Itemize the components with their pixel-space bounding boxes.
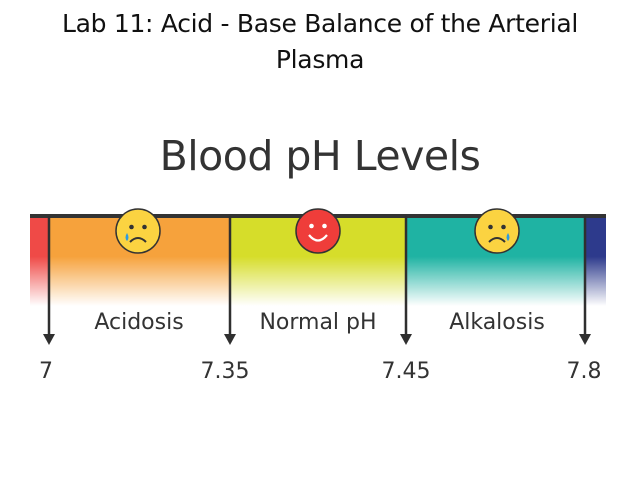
sad-face-icon <box>115 208 161 254</box>
band-right-edge <box>586 216 606 306</box>
band-left-edge <box>30 216 50 306</box>
marker-arrow-7-8 <box>579 216 591 345</box>
marker-arrow-7-45 <box>400 216 412 345</box>
marker-label-7-35: 7.35 <box>201 359 250 384</box>
zone-label-normal: Normal pH <box>259 310 376 335</box>
happy-face-icon <box>295 208 341 254</box>
marker-label-7: 7 <box>39 359 53 384</box>
marker-arrow-7-35 <box>224 216 236 345</box>
slide-title: Lab 11: Acid - Base Balance of the Arter… <box>0 6 640 78</box>
slide-title-line-1: Lab 11: Acid - Base Balance of the Arter… <box>61 9 579 38</box>
diagram-title: Blood pH Levels <box>159 132 481 180</box>
zone-label-acidosis: Acidosis <box>94 310 183 335</box>
zone-label-alkalosis: Alkalosis <box>449 310 545 335</box>
marker-label-7-8: 7.8 <box>567 359 602 384</box>
sad-face-icon <box>474 208 520 254</box>
marker-label-7-45: 7.45 <box>382 359 431 384</box>
color-band <box>30 216 606 306</box>
marker-arrow-7 <box>43 216 55 345</box>
slide-title-line-2: Plasma <box>275 45 365 74</box>
